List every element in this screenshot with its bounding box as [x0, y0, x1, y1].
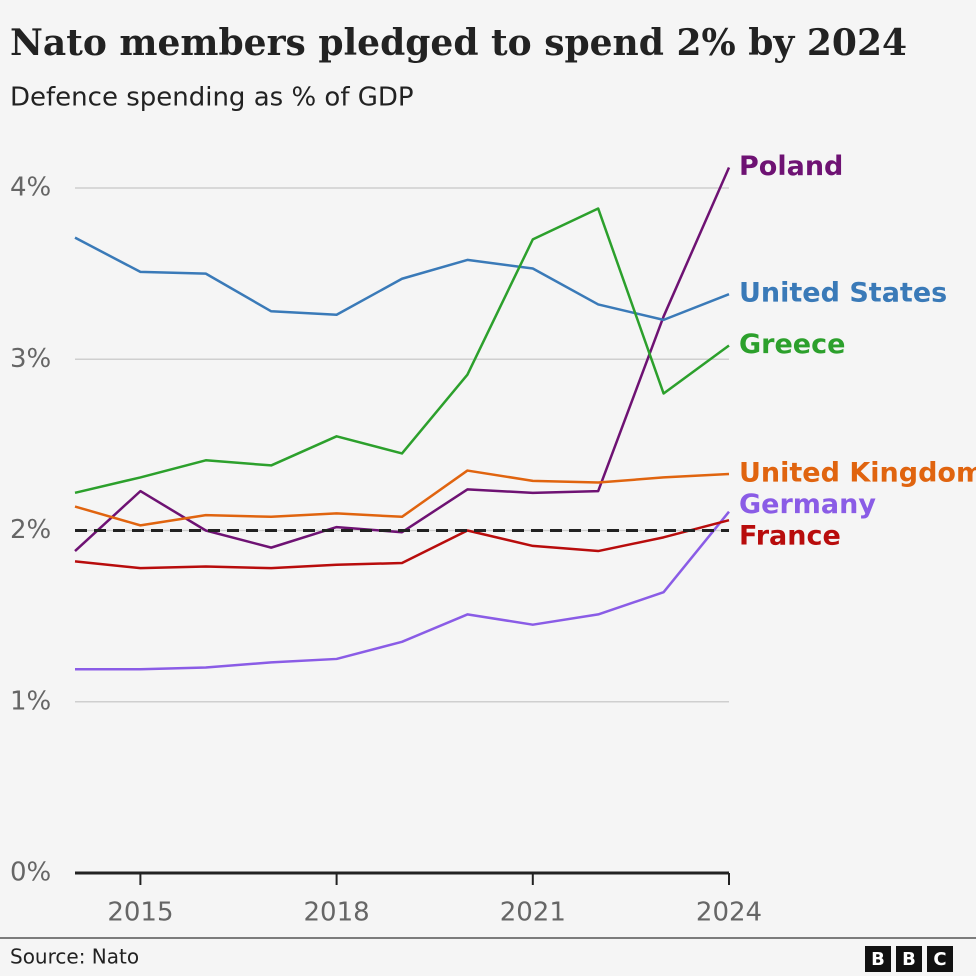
- logo-letter: B: [871, 949, 885, 970]
- series-line: [75, 510, 730, 671]
- series-line: [74, 469, 730, 527]
- series-label: Greece: [739, 329, 845, 360]
- y-tick-label: 3%: [10, 344, 51, 374]
- logo-box: [865, 946, 891, 972]
- series-line: [74, 236, 730, 322]
- series-label: United States: [739, 278, 947, 309]
- x-tick-label: 2015: [107, 898, 173, 928]
- source: Source: Nato: [10, 945, 139, 969]
- logo-letter: B: [902, 949, 916, 970]
- series-label: France: [739, 521, 841, 552]
- logo-box: [896, 946, 922, 972]
- x-tick-label: 2024: [696, 898, 762, 928]
- series-label: Poland: [739, 151, 843, 182]
- x-tick-label: 2021: [500, 898, 566, 928]
- logo: B B C: [865, 946, 953, 972]
- logo-box: [927, 946, 953, 972]
- series-label: Germany: [739, 489, 876, 520]
- series-label: United Kingdom: [739, 457, 976, 488]
- y-tick-label: 4%: [10, 173, 51, 203]
- x-tick-label: 2018: [304, 898, 370, 928]
- series-line: [74, 207, 730, 495]
- y-tick-label: 2%: [10, 515, 51, 545]
- chart-title: Nato members pledged to spend 2% by 2024: [10, 22, 907, 64]
- y-tick-label: 0%: [10, 858, 51, 888]
- series-line: [74, 519, 730, 570]
- chart-subtitle: Defence spending as % of GDP: [10, 83, 414, 113]
- y-tick-label: 1%: [10, 686, 51, 716]
- logo-letter: C: [933, 949, 946, 970]
